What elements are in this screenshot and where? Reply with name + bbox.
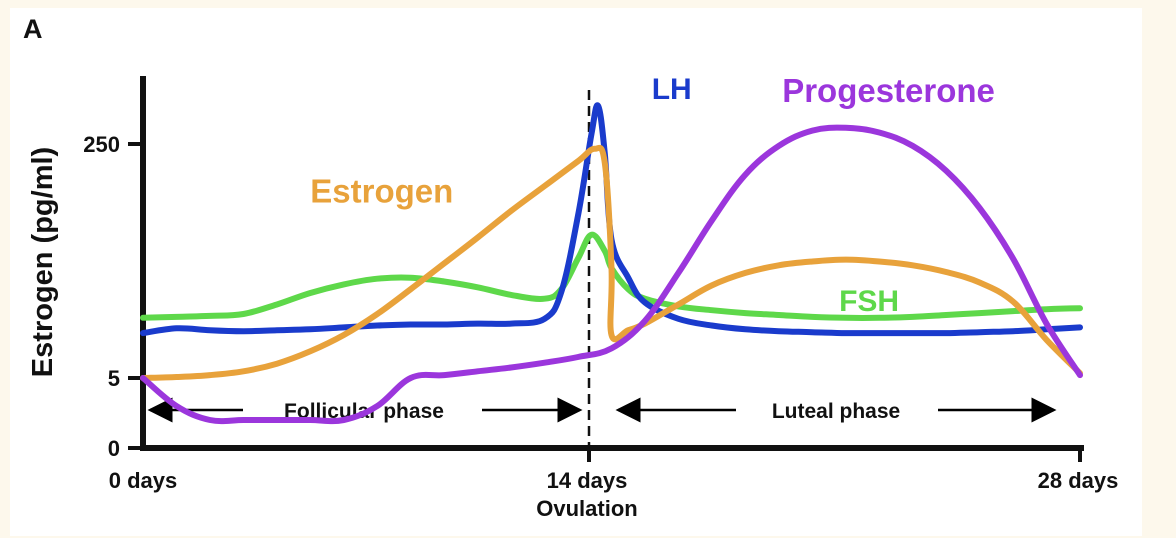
lh-series-line <box>140 102 1083 337</box>
series-layer: Estrogen LH FSH Progesterone <box>140 72 1083 425</box>
x-tick-0-days: 0 days <box>109 468 178 493</box>
lh-series-label: LH <box>652 73 692 106</box>
ovulation-label: Ovulation <box>536 496 637 521</box>
x-tick-14-days: 14 days <box>547 468 628 493</box>
fsh-series-line <box>140 231 1083 321</box>
x-tick-28-days: 28 days <box>1038 468 1119 493</box>
progesterone-series-label: Progesterone <box>782 72 995 109</box>
estrogen-series-line <box>140 144 1083 381</box>
y-axis-label: Estrogen (pg/ml) <box>27 147 59 377</box>
estrogen-series-label: Estrogen <box>310 172 453 209</box>
progesterone-series-line <box>140 124 1083 425</box>
panel-label: A <box>23 14 43 44</box>
fsh-series-label: FSH <box>839 285 899 318</box>
y-tick-5: 5 <box>108 366 120 391</box>
luteal-phase-label: Luteal phase <box>772 400 900 423</box>
y-tick-0: 0 <box>108 436 120 461</box>
y-tick-250: 250 <box>83 132 120 157</box>
